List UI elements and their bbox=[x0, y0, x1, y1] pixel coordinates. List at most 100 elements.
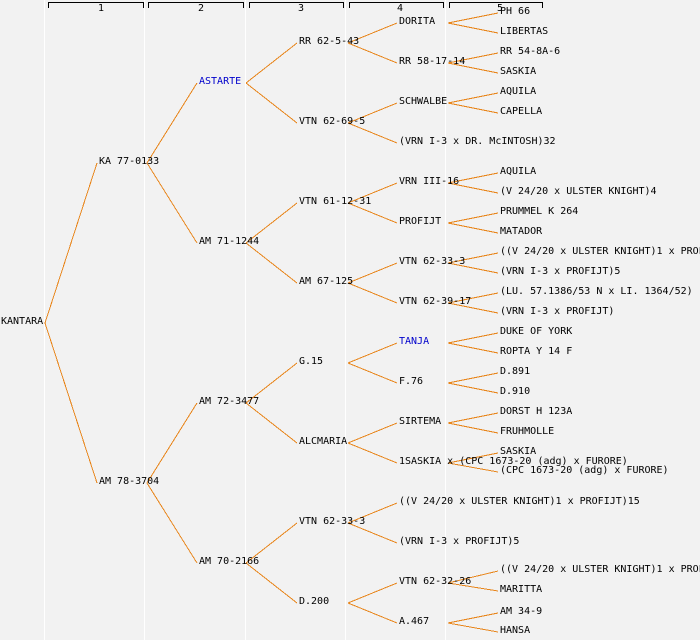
pedigree-edge bbox=[447, 22, 499, 34]
tree-node-am-34-9[interactable]: AM 34-9 bbox=[500, 606, 543, 617]
pedigree-edge bbox=[447, 452, 499, 464]
generation-label-5: 5 bbox=[496, 3, 504, 14]
tree-node-capella[interactable]: CAPELLA bbox=[500, 106, 543, 117]
pedigree-edge bbox=[447, 212, 499, 224]
tree-node-v2420-ulster-knight-1-profijt-15-r1[interactable]: ((V 24/20 x ULSTER KNIGHT)1 x PROFIJT)15 bbox=[500, 246, 700, 257]
tree-node-dorita[interactable]: DORITA bbox=[399, 16, 436, 27]
tree-node-aquila-2[interactable]: AQUILA bbox=[500, 166, 537, 177]
tree-node-cpc-1673-20-adg-x-furore[interactable]: (CPC 1673-20 (adg) x FURORE) bbox=[500, 465, 669, 476]
tree-node-hansa[interactable]: HANSA bbox=[500, 625, 531, 636]
tree-node-dorst-h-123a[interactable]: DORST H 123A bbox=[500, 406, 573, 417]
tree-node-saskia-1[interactable]: SASKIA bbox=[500, 66, 537, 77]
pedigree-edge bbox=[447, 582, 499, 592]
tree-node-vtn-62-32-26[interactable]: VTN 62-32-26 bbox=[399, 576, 472, 587]
tree-node-am-71-1244[interactable]: AM 71-1244 bbox=[199, 236, 260, 247]
pedigree-edge bbox=[347, 102, 398, 124]
generation-bracket-4 bbox=[349, 2, 444, 8]
pedigree-edge bbox=[347, 342, 398, 364]
pedigree-edge bbox=[447, 252, 499, 264]
tree-node-astarte[interactable]: ASTARTE bbox=[199, 76, 242, 87]
tree-node-schwalbe[interactable]: SCHWALBE bbox=[399, 96, 448, 107]
tree-node-am-78-3704[interactable]: AM 78-3704 bbox=[99, 476, 160, 487]
tree-node-alcmaria[interactable]: ALCMARIA bbox=[299, 436, 348, 447]
tree-node-maritta[interactable]: MARITTA bbox=[500, 584, 543, 595]
tree-node-ka-77-0133[interactable]: KA 77-0133 bbox=[99, 156, 160, 167]
pedigree-edge bbox=[447, 302, 499, 314]
tree-node-g-15[interactable]: G.15 bbox=[299, 356, 324, 367]
tree-node-libertas[interactable]: LIBERTAS bbox=[500, 26, 549, 37]
generation-bracket-2 bbox=[148, 2, 244, 8]
tree-node-sirtema[interactable]: SIRTEMA bbox=[399, 416, 442, 427]
pedigree-edge bbox=[447, 372, 499, 384]
pedigree-edge bbox=[245, 42, 298, 84]
tree-node-v2420-ulster-knight-1-profijt-15-g4[interactable]: ((V 24/20 x ULSTER KNIGHT)1 x PROFIJT)15 bbox=[399, 496, 640, 507]
tree-node-ropta-y-14-f[interactable]: ROPTA Y 14 F bbox=[500, 346, 573, 357]
pedigree-edge bbox=[447, 102, 499, 114]
tree-node-fruhmolle[interactable]: FRUHMOLLE bbox=[500, 426, 555, 437]
tree-node-v2420-ulster-knight-1-profijt-15-r2[interactable]: ((V 24/20 x ULSTER KNIGHT)1 x PROFIJT)15 bbox=[500, 564, 700, 575]
tree-node-1saskia-x-cpc-1673-20-adg-x-furore[interactable]: 1SASKIA x (CPC 1673-20 (adg) x FURORE) bbox=[399, 456, 628, 467]
pedigree-edge bbox=[245, 202, 298, 244]
tree-node-am-67-125[interactable]: AM 67-125 bbox=[299, 276, 354, 287]
tree-node-a-467[interactable]: A.467 bbox=[399, 616, 430, 627]
pedigree-edge bbox=[447, 612, 499, 624]
tree-node-am-72-3477[interactable]: AM 72-3477 bbox=[199, 396, 260, 407]
tree-node-vrn-i3-x-dr-mcintosh-32[interactable]: (VRN I-3 x DR. McINTOSH)32 bbox=[399, 136, 556, 147]
pedigree-edge bbox=[447, 292, 499, 304]
generation-bracket-5 bbox=[449, 2, 543, 8]
tree-node-tanja[interactable]: TANJA bbox=[399, 336, 430, 347]
tree-node-aquila-1[interactable]: AQUILA bbox=[500, 86, 537, 97]
pedigree-edge bbox=[447, 52, 499, 64]
generation-bracket-1 bbox=[48, 2, 144, 8]
pedigree-edge bbox=[447, 62, 499, 74]
tree-node-vrn-iii-16[interactable]: VRN III-16 bbox=[399, 176, 460, 187]
pedigree-edge bbox=[347, 282, 398, 304]
pedigree-edge bbox=[447, 12, 499, 24]
tree-node-am-70-2166[interactable]: AM 70-2166 bbox=[199, 556, 260, 567]
pedigree-edge bbox=[245, 82, 298, 124]
tree-node-v2420-ulster-knight-4[interactable]: (V 24/20 x ULSTER KNIGHT)4 bbox=[500, 186, 657, 197]
pedigree-edge bbox=[347, 502, 398, 524]
tree-node-matador[interactable]: MATADOR bbox=[500, 226, 543, 237]
pedigree-edge bbox=[447, 342, 499, 354]
pedigree-edge bbox=[447, 182, 499, 194]
tree-node-kantara[interactable]: KANTARA bbox=[1, 316, 44, 327]
tree-node-saskia-2[interactable]: SASKIA bbox=[500, 446, 537, 457]
pedigree-edge bbox=[447, 462, 499, 473]
tree-node-rr-58-17-14[interactable]: RR 58-17-14 bbox=[399, 56, 466, 67]
tree-node-vtn-62-69-5[interactable]: VTN 62-69-5 bbox=[299, 116, 366, 127]
tree-node-vtn-62-33-3-g3[interactable]: VTN 62-33-3 bbox=[299, 516, 366, 527]
tree-node-vrn-i3-x-profijt-5-g4[interactable]: (VRN I-3 x PROFIJT)5 bbox=[399, 536, 520, 547]
tree-node-vtn-62-33-3-g4[interactable]: VTN 62-33-3 bbox=[399, 256, 466, 267]
pedigree-edge bbox=[44, 322, 98, 484]
pedigree-edge bbox=[347, 22, 398, 44]
generation-label-3: 3 bbox=[297, 3, 305, 14]
generation-bracket-3 bbox=[249, 2, 344, 8]
tree-node-d-200[interactable]: D.200 bbox=[299, 596, 330, 607]
pedigree-edge bbox=[447, 570, 499, 584]
tree-node-vrn-i3-x-profijt[interactable]: (VRN I-3 x PROFIJT) bbox=[500, 306, 615, 317]
tree-node-vrn-i3-x-profijt-5-r1[interactable]: (VRN I-3 x PROFIJT)5 bbox=[500, 266, 621, 277]
tree-node-rr-54-8a-6[interactable]: RR 54-8A-6 bbox=[500, 46, 561, 57]
tree-node-duke-of-york[interactable]: DUKE OF YORK bbox=[500, 326, 573, 337]
pedigree-edge bbox=[447, 382, 499, 394]
pedigree-edge bbox=[447, 422, 499, 434]
tree-node-vtn-61-12-31[interactable]: VTN 61-12-31 bbox=[299, 196, 372, 207]
pedigree-edge bbox=[146, 82, 198, 164]
tree-node-prummel-k-264[interactable]: PRUMMEL K 264 bbox=[500, 206, 579, 217]
pedigree-edge bbox=[347, 522, 398, 544]
tree-node-d-891[interactable]: D.891 bbox=[500, 366, 531, 377]
pedigree-edge bbox=[245, 362, 298, 404]
tree-node-f-76[interactable]: F.76 bbox=[399, 376, 424, 387]
tree-node-vtn-62-39-17[interactable]: VTN 62-39-17 bbox=[399, 296, 472, 307]
tree-node-profijt[interactable]: PROFIJT bbox=[399, 216, 442, 227]
pedigree-edge bbox=[245, 402, 298, 444]
pedigree-edge bbox=[245, 242, 298, 284]
tree-node-lu-571386-53-n-x-li-1364-52[interactable]: (LU. 57.1386/53 N x LI. 1364/52) bbox=[500, 286, 693, 297]
tree-node-d-910[interactable]: D.910 bbox=[500, 386, 531, 397]
tree-node-rr-62-5-43[interactable]: RR 62-5-43 bbox=[299, 36, 360, 47]
tree-node-ph-66[interactable]: PH 66 bbox=[500, 6, 531, 17]
generation-label-4: 4 bbox=[396, 3, 404, 14]
pedigree-edge bbox=[347, 442, 398, 464]
